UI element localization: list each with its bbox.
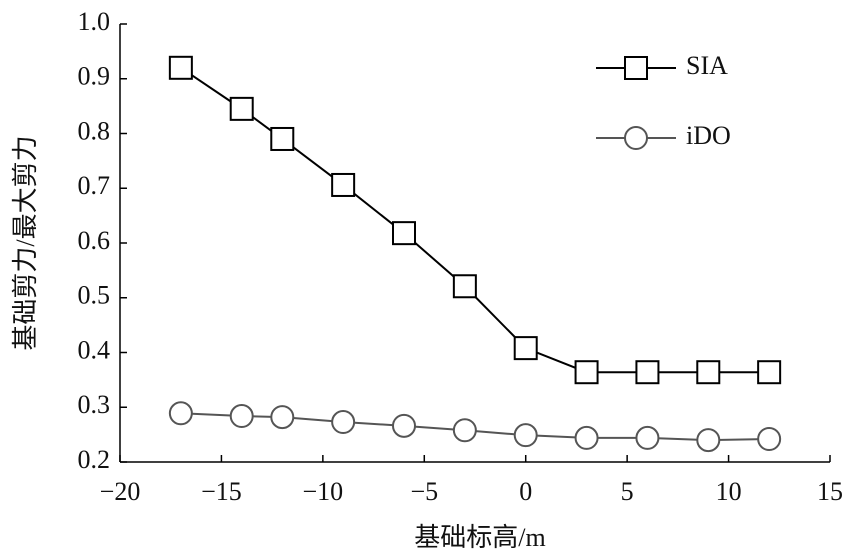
x-tick-label: 15 xyxy=(817,477,843,506)
y-tick-label: 0.5 xyxy=(78,281,111,310)
y-tick-label: 0.9 xyxy=(78,62,111,91)
data-point xyxy=(168,55,193,80)
data-point xyxy=(392,413,416,438)
legend-label: iDO xyxy=(686,121,731,150)
y-tick-label: 0.4 xyxy=(78,335,111,364)
data-point xyxy=(635,360,660,385)
x-tick-label: −15 xyxy=(201,477,242,506)
x-tick-label: −10 xyxy=(303,477,344,506)
data-point xyxy=(574,425,599,450)
data-point xyxy=(696,428,721,453)
data-point xyxy=(229,96,254,121)
y-tick-label: 1.0 xyxy=(78,7,111,36)
data-point xyxy=(392,221,416,246)
data-point xyxy=(513,336,538,361)
x-axis-label: 基础标高/m xyxy=(414,523,545,552)
data-point xyxy=(513,423,538,448)
legend-label: SIA xyxy=(686,51,728,80)
data-point xyxy=(270,126,295,151)
legend-marker xyxy=(624,126,648,150)
y-tick-label: 0.7 xyxy=(78,171,111,200)
data-point xyxy=(331,410,356,435)
y-axis-label: 基础剪力/最大剪力 xyxy=(11,135,40,350)
data-point xyxy=(574,360,599,385)
y-tick-label: 0.8 xyxy=(78,116,111,145)
data-point xyxy=(757,360,782,385)
x-tick-label: 0 xyxy=(519,477,532,506)
legend-marker xyxy=(624,56,648,80)
data-point xyxy=(331,172,356,197)
x-tick-label: −5 xyxy=(410,477,438,506)
y-tick-label: 0.2 xyxy=(78,445,111,474)
y-tick-label: 0.3 xyxy=(78,390,111,419)
data-point xyxy=(452,274,477,299)
data-point xyxy=(229,404,254,429)
x-tick-label: −20 xyxy=(100,477,141,506)
data-point xyxy=(696,360,721,385)
data-point xyxy=(168,401,193,426)
data-point xyxy=(757,427,782,452)
series-line xyxy=(180,66,770,374)
y-tick-label: 0.6 xyxy=(78,226,111,255)
data-point xyxy=(270,405,295,430)
x-tick-label: 10 xyxy=(716,477,742,506)
x-tick-label: 5 xyxy=(621,477,634,506)
data-point xyxy=(452,418,477,443)
data-point xyxy=(635,425,660,450)
